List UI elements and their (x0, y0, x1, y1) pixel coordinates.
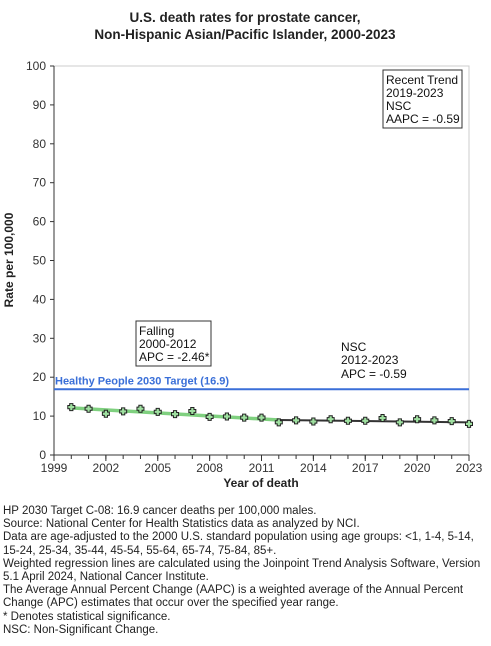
data-point-2001 (84, 404, 93, 413)
y-axis-title: Rate per 100,000 (2, 212, 16, 307)
y-axis: 0 10 20 30 40 50 60 70 80 90 100 (26, 59, 55, 462)
footnote-age-adjustment: Data are age-adjusted to the 2000 U.S. s… (3, 531, 474, 557)
footnote-aapc: The Average Annual Percent Change (AAPC)… (3, 584, 464, 610)
data-point-2011 (257, 413, 266, 422)
data-point-2022 (447, 417, 456, 426)
y-tick-label-20: 20 (33, 370, 47, 384)
annotation-recent-trend-line-2: 2019-2023 (386, 86, 444, 100)
y-tick-label-60: 60 (33, 215, 47, 229)
data-point-2021 (430, 416, 439, 425)
footnote-nsc: NSC: Non-Significant Change. (3, 623, 159, 636)
x-axis-title: Year of death (223, 476, 298, 490)
data-point-2002 (101, 409, 110, 418)
data-point-2013 (292, 416, 301, 425)
footnote-regression: Weighted regression lines are calculated… (3, 557, 481, 584)
x-tick-label-2011: 2011 (249, 461, 275, 475)
annotation-recent-trend-box (382, 69, 463, 129)
data-point-2018 (378, 414, 387, 423)
annotation-falling-line-1: Falling (139, 324, 174, 338)
x-tick-label-1999: 1999 (41, 461, 68, 475)
annotation-recent-trend-line-1: Recent Trend (386, 73, 458, 87)
footnote-hp-target: HP 2030 Target C-08: 16.9 cancer deaths … (3, 505, 317, 517)
data-point-2015 (326, 415, 335, 424)
data-point-2009 (222, 412, 231, 421)
annotation-recent-trend-line-4: AAPC = -0.59 (386, 112, 460, 126)
y-tick-label-90: 90 (33, 98, 47, 112)
x-tick-label-2014: 2014 (300, 461, 327, 475)
y-tick-label-30: 30 (33, 331, 47, 345)
data-point-2000 (67, 403, 76, 412)
data-point-2008 (205, 412, 214, 421)
annotation-nsc-line-3: APC = -0.59 (341, 367, 407, 381)
y-tick-label-80: 80 (33, 137, 47, 151)
data-point-2004 (136, 404, 145, 413)
data-point-2005 (153, 407, 162, 416)
annotation-falling-box (135, 320, 212, 367)
data-point-2006 (171, 410, 180, 419)
annotation-recent-trend-line-3: NSC (386, 99, 412, 113)
data-point-2014 (309, 417, 318, 426)
data-point-2003 (119, 407, 128, 416)
x-tick-label-2002: 2002 (93, 461, 120, 475)
x-tick-label-2008: 2008 (196, 461, 223, 475)
data-point-2007 (188, 407, 197, 416)
footnotes: HP 2030 Target C-08: 16.9 cancer deaths … (3, 505, 487, 637)
chart-title-line-2: Non-Hispanic Asian/Pacific Islander, 200… (94, 27, 396, 42)
data-point-2016 (343, 416, 352, 425)
x-tick-label-2023: 2023 (456, 461, 483, 475)
annotation-nsc: NSC 2012-2023 APC = -0.59 (341, 340, 407, 381)
annotation-nsc-line-1: NSC (341, 340, 367, 354)
y-tick-label-50: 50 (33, 254, 47, 268)
chart: U.S. death rates for prostate cancer, No… (2, 10, 483, 490)
x-axis: 1999 2002 2005 2008 2011 2014 2017 2020 2023 (41, 454, 483, 475)
y-tick-label-70: 70 (33, 176, 47, 190)
x-tick-label-2017: 2017 (352, 461, 379, 475)
annotation-falling: Falling 2000-2012 APC = -2.46* (135, 320, 212, 367)
y-tick-label-100: 100 (26, 59, 46, 73)
data-point-2023 (465, 419, 473, 428)
annotation-falling-line-2: 2000-2012 (139, 337, 197, 351)
annotation-falling-line-3: APC = -2.46* (139, 350, 210, 364)
x-tick-label-2020: 2020 (404, 461, 431, 475)
annotation-nsc-line-2: 2012-2023 (341, 353, 399, 367)
chart-title-line-1: U.S. death rates for prostate cancer, (129, 10, 360, 25)
y-tick-label-10: 10 (33, 409, 47, 423)
target-reference-label: Healthy People 2030 Target (16.9) (55, 375, 229, 387)
footnote-significance: * Denotes statistical significance. (3, 610, 171, 623)
data-point-2010 (240, 413, 249, 422)
data-point-2012 (274, 418, 283, 427)
annotation-recent-trend: Recent Trend 2019-2023 NSC AAPC = -0.59 (382, 69, 463, 129)
data-points (67, 403, 473, 428)
data-point-2019 (395, 418, 404, 427)
data-point-2020 (413, 415, 422, 424)
footnote-source: Source: National Center for Health Stati… (3, 518, 360, 531)
y-tick-label-0: 0 (39, 448, 46, 462)
data-point-2017 (361, 416, 370, 425)
x-tick-label-2005: 2005 (144, 461, 171, 475)
y-tick-label-40: 40 (33, 292, 47, 306)
